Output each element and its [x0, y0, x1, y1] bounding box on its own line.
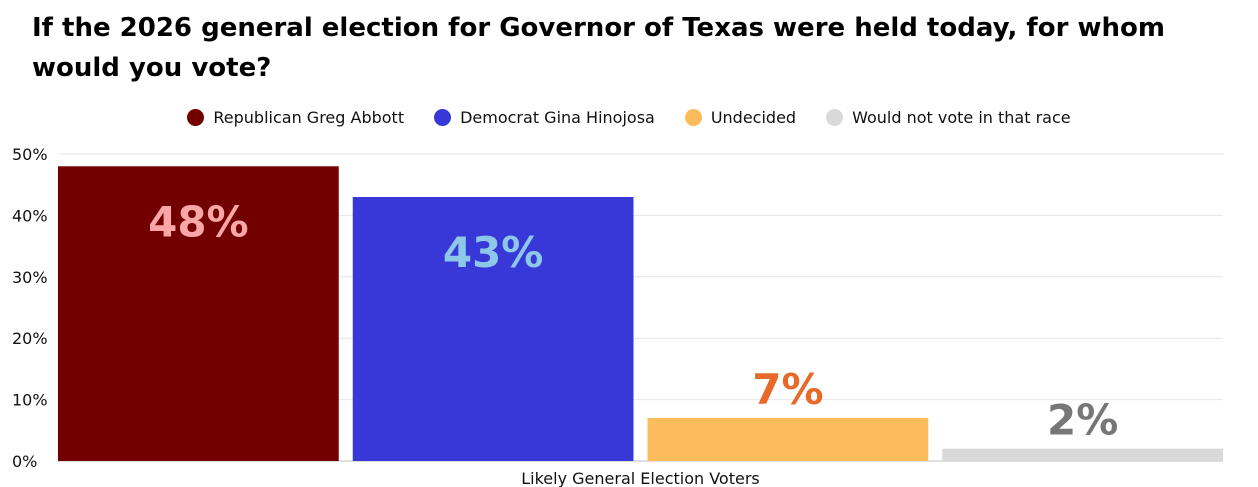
y-tick-label: 0% — [12, 452, 37, 471]
bar — [942, 448, 1223, 461]
legend-swatch — [684, 109, 702, 126]
bar — [352, 196, 634, 462]
legend-item: Undecided — [684, 108, 797, 127]
legend-swatch — [187, 109, 205, 126]
legend-swatch — [434, 109, 452, 126]
chart-legend: Republican Greg Abbott Democrat Gina Hino… — [0, 108, 1258, 127]
legend-item: Democrat Gina Hinojosa — [434, 108, 655, 127]
data-label: 7% — [752, 365, 823, 414]
y-tick-label: 20% — [12, 329, 48, 348]
chart-title: If the 2026 general election for Governo… — [32, 13, 1165, 83]
legend-label: Undecided — [710, 108, 797, 127]
y-tick-label: 10% — [12, 391, 48, 410]
legend-item: Would not vote in that race — [826, 108, 1071, 127]
y-tick-label: 30% — [12, 268, 48, 287]
bar — [647, 418, 929, 461]
legend-label: Democrat Gina Hinojosa — [460, 108, 655, 127]
y-tick-label: 40% — [12, 206, 48, 225]
x-axis-label: Likely General Election Voters — [521, 469, 760, 487]
legend-label: Would not vote in that race — [852, 108, 1071, 127]
y-tick-label: 50% — [12, 145, 48, 164]
data-label: 48% — [148, 197, 249, 246]
data-label: 43% — [443, 228, 544, 277]
data-label: 2% — [1047, 396, 1118, 445]
legend-label: Republican Greg Abbott — [213, 108, 405, 127]
legend-swatch — [826, 109, 844, 126]
legend-item: Republican Greg Abbott — [187, 108, 404, 127]
bar — [58, 166, 339, 461]
